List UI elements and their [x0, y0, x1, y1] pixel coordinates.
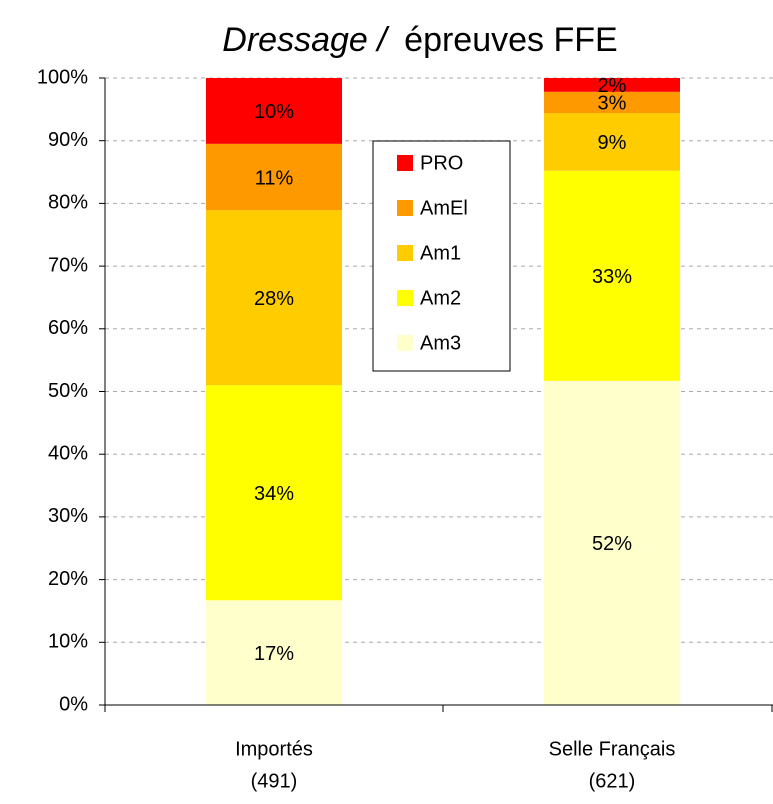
legend-swatch — [397, 200, 413, 216]
x-tick-label: Importés — [235, 738, 313, 760]
legend-box — [372, 140, 511, 372]
legend-label: Am2 — [420, 287, 461, 309]
legend-label: Am3 — [420, 332, 461, 354]
x-tick-label: Selle Français — [549, 738, 676, 760]
bar-segment — [206, 143, 342, 211]
legend-swatch — [397, 245, 413, 261]
y-tick-label: 70% — [48, 254, 88, 276]
bar-segment — [206, 385, 342, 601]
data-label: 10% — [254, 101, 294, 123]
data-label: 17% — [254, 643, 294, 665]
legend-label: PRO — [420, 152, 463, 174]
y-tick-label: 30% — [48, 505, 88, 527]
legend-swatch — [397, 155, 413, 171]
bar-segment — [544, 91, 680, 114]
y-tick-label: 60% — [48, 317, 88, 339]
data-label: 52% — [592, 533, 632, 555]
legend-swatch — [397, 290, 413, 306]
legend-label: Am1 — [420, 242, 461, 264]
title-italic: Dressage / — [222, 21, 390, 59]
y-tick-label: 10% — [48, 631, 88, 653]
data-label: 28% — [254, 288, 294, 310]
data-label: 11% — [255, 167, 294, 189]
legend-swatch — [397, 335, 413, 351]
legend-label: AmEl — [420, 197, 468, 219]
bar-segment — [544, 78, 680, 92]
bar-segment — [544, 113, 680, 171]
y-tick-label: 20% — [48, 568, 88, 590]
data-label: 34% — [254, 483, 294, 505]
bar-segment — [544, 170, 680, 381]
data-label: 3% — [598, 93, 627, 115]
data-label: 9% — [598, 132, 627, 154]
x-tick-label: (491) — [251, 770, 298, 792]
title-rest: épreuves FFE — [404, 21, 618, 59]
x-tick-label: (621) — [589, 770, 636, 792]
bar-segment — [206, 210, 342, 386]
y-tick-label: 90% — [48, 129, 88, 151]
data-label: 2% — [598, 75, 627, 97]
data-label: 33% — [592, 266, 632, 288]
bar-segment — [206, 78, 342, 144]
bar-segment — [206, 600, 342, 705]
y-tick-label: 100% — [37, 66, 88, 88]
y-tick-label: 80% — [48, 192, 88, 214]
chart-title: Dressage / épreuves FFE — [222, 21, 617, 59]
y-tick-label: 0% — [59, 693, 88, 715]
y-tick-label: 40% — [48, 442, 88, 464]
y-tick-label: 50% — [48, 380, 88, 402]
bar-segment — [544, 380, 680, 705]
